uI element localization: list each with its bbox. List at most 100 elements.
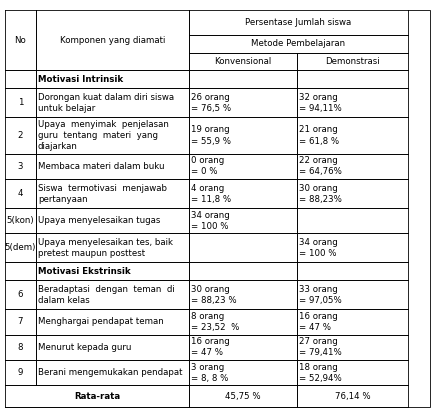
Bar [297,280,408,309]
Bar [297,88,408,117]
Bar [189,179,297,208]
Bar [189,262,297,280]
Bar [297,385,408,407]
Text: 34 orang
= 100 %: 34 orang = 100 % [299,238,338,258]
Text: Komponen yang diamati: Komponen yang diamati [59,36,165,45]
Text: 7: 7 [18,318,23,327]
Bar [5,280,36,309]
Text: Upaya  menyimak  penjelasan
guru  tentang  materi  yang
diajarkan: Upaya menyimak penjelasan guru tentang m… [38,120,169,151]
Bar [297,154,408,179]
Text: 22 orang
= 64,76%: 22 orang = 64,76% [299,157,342,176]
Bar [36,10,189,70]
Bar [36,360,189,385]
Text: 4 orang
= 11,8 %: 4 orang = 11,8 % [191,183,231,204]
Bar [297,52,408,70]
Text: 2: 2 [18,131,23,140]
Text: Demonstrasi: Demonstrasi [326,57,380,66]
Bar [5,179,36,208]
Text: 30 orang
= 88,23 %: 30 orang = 88,23 % [191,285,237,305]
Text: 32 orang
= 94,11%: 32 orang = 94,11% [299,93,342,113]
Text: 16 orang
= 47 %: 16 orang = 47 % [299,312,338,332]
Bar [189,52,297,70]
Bar [5,233,36,262]
Bar [5,335,36,360]
Bar [189,335,297,360]
Text: 5(kon): 5(kon) [7,216,34,225]
Text: 45,75 %: 45,75 % [225,392,261,401]
Text: Siswa  termotivasi  menjawab
pertanyaan: Siswa termotivasi menjawab pertanyaan [38,183,167,204]
Text: Berani mengemukakan pendapat: Berani mengemukakan pendapat [38,368,182,377]
Text: Dorongan kuat dalam diri siswa
untuk belajar: Dorongan kuat dalam diri siswa untuk bel… [38,93,174,113]
Bar [189,117,297,154]
Bar [5,154,36,179]
Bar [5,10,36,70]
Text: Motivasi Intrinsik: Motivasi Intrinsik [38,75,123,84]
Bar [297,179,408,208]
Text: Upaya menyelesaikan tes, baik
pretest maupun posttest: Upaya menyelesaikan tes, baik pretest ma… [38,238,173,258]
Text: 26 orang
= 76,5 %: 26 orang = 76,5 % [191,93,231,113]
Text: 4: 4 [18,189,23,198]
Text: Membaca materi dalam buku: Membaca materi dalam buku [38,162,164,171]
Bar [297,335,408,360]
Text: 30 orang
= 88,23%: 30 orang = 88,23% [299,183,342,204]
Bar [5,360,36,385]
Bar [36,88,189,117]
Text: 27 orang
= 79,41%: 27 orang = 79,41% [299,337,342,357]
Bar [189,10,408,35]
Bar [297,360,408,385]
Text: 33 orang
= 97,05%: 33 orang = 97,05% [299,285,342,305]
Bar [5,309,36,335]
Text: Metode Pembelajaran: Metode Pembelajaran [251,39,345,48]
Text: 9: 9 [18,368,23,377]
Text: Beradaptasi  dengan  teman  di
dalam kelas: Beradaptasi dengan teman di dalam kelas [38,285,174,305]
Text: 19 orang
= 55,9 %: 19 orang = 55,9 % [191,126,231,145]
Text: 16 orang
= 47 %: 16 orang = 47 % [191,337,230,357]
Bar [36,117,189,154]
Text: Menurut kepada guru: Menurut kepada guru [38,343,131,352]
Text: 34 orang
= 100 %: 34 orang = 100 % [191,211,230,231]
Text: 1: 1 [18,98,23,107]
Text: 0 orang
= 0 %: 0 orang = 0 % [191,157,224,176]
Bar [189,360,297,385]
Bar [189,309,297,335]
Text: Persentase Jumlah siswa: Persentase Jumlah siswa [245,18,352,27]
Text: Rata-rata: Rata-rata [74,392,120,401]
Bar [36,335,189,360]
Bar [189,88,297,117]
Text: 76,14 %: 76,14 % [335,392,371,401]
Text: 3 orang
= 8, 8 %: 3 orang = 8, 8 % [191,363,228,382]
Text: 8: 8 [18,343,23,352]
Bar [36,280,189,309]
Text: 8 orang
= 23,52  %: 8 orang = 23,52 % [191,312,239,332]
Bar [189,208,297,233]
Bar [189,154,297,179]
Bar [297,233,408,262]
Bar [297,70,408,88]
Bar [5,88,36,117]
Bar [36,309,189,335]
Bar [5,70,36,88]
Bar [5,117,36,154]
Bar [5,262,36,280]
Text: Motivasi Ekstrinsik: Motivasi Ekstrinsik [38,267,131,276]
Bar [297,208,408,233]
Bar [189,385,297,407]
Text: 18 orang
= 52,94%: 18 orang = 52,94% [299,363,342,382]
Bar [36,179,189,208]
Text: 3: 3 [18,162,23,171]
Bar [297,262,408,280]
Text: No: No [14,36,26,45]
Bar [297,309,408,335]
Text: 6: 6 [18,290,23,299]
Text: Konvensional: Konvensional [214,57,272,66]
Bar [36,208,189,233]
Bar [5,385,189,407]
Bar [5,208,36,233]
Bar [36,233,189,262]
Text: Menghargai pendapat teman: Menghargai pendapat teman [38,318,164,327]
Text: 5(dem): 5(dem) [5,243,36,252]
Bar [189,35,408,52]
Text: Upaya menyelesaikan tugas: Upaya menyelesaikan tugas [38,216,160,225]
Bar [189,70,297,88]
Text: 21 orang
= 61,8 %: 21 orang = 61,8 % [299,126,339,145]
